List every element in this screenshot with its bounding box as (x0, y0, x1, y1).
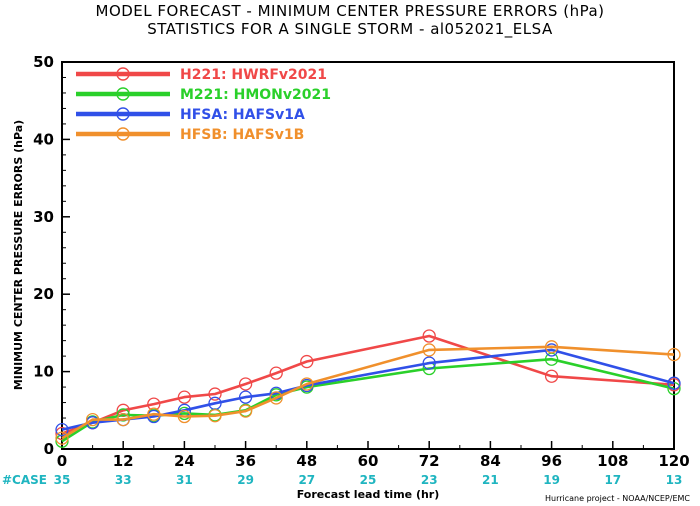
y-axis: 0 10 20 30 40 50 (33, 53, 70, 458)
legend-label: M221: HMONv2021 (180, 87, 331, 103)
legend-marker (116, 87, 130, 101)
data-point (422, 343, 436, 357)
case-count: 13 (666, 473, 683, 487)
case-count: 25 (360, 473, 377, 487)
credit-text: Hurricane project - NOAA/NCEP/EMC (545, 494, 690, 503)
data-point (238, 390, 253, 404)
x-tick-label: 12 (113, 452, 134, 470)
plot-frame (61, 61, 675, 450)
y-tick-label: 40 (33, 130, 54, 148)
x-tick-label: 36 (235, 452, 256, 470)
y-tick-label: 30 (33, 208, 54, 226)
legend-label: HFSA: HAFSv1A (180, 107, 305, 123)
data-point (667, 376, 681, 390)
series-line (61, 357, 675, 443)
data-point (269, 391, 283, 405)
data-point (208, 409, 222, 423)
legend-marker (116, 67, 130, 81)
data-point (55, 431, 69, 445)
data-point (177, 390, 192, 404)
data-point (544, 369, 559, 383)
y-tick-label: 10 (33, 363, 54, 381)
x-tick-label: 96 (541, 452, 562, 470)
legend-marker (116, 107, 130, 121)
data-point (422, 356, 436, 370)
data-point (55, 422, 69, 437)
series-layer (55, 329, 681, 448)
x-axis-label: Forecast lead time (hr) (297, 488, 440, 501)
data-point (238, 377, 253, 391)
case-count: 19 (543, 473, 560, 487)
data-point (177, 406, 192, 421)
x-tick-label: 48 (296, 452, 317, 470)
series-line (61, 334, 675, 435)
data-point (300, 377, 314, 391)
y-tick-label: 50 (33, 53, 54, 71)
case-count: 31 (176, 473, 193, 487)
legend-label: HFSB: HAFSv1B (180, 127, 304, 143)
case-count: 21 (482, 473, 499, 487)
case-count: 33 (115, 473, 132, 487)
y-tick-label: 20 (33, 285, 54, 303)
x-tick-label: 120 (658, 452, 689, 470)
case-count: 27 (298, 473, 315, 487)
data-point (116, 412, 130, 427)
data-point (269, 366, 283, 380)
series-3 (55, 343, 681, 437)
data-point (544, 340, 559, 354)
y-axis-label: MINIMUM CENTER PRESSURE ERRORS (hPa) (12, 120, 25, 390)
series-1 (55, 329, 681, 441)
x-axis: 0 12 24 36 48 60 72 84 96 108 120 (57, 441, 690, 470)
data-point (177, 409, 192, 424)
x-tick-label: 0 (57, 452, 67, 470)
data-point (238, 404, 253, 418)
series-4 (55, 340, 681, 445)
data-point (85, 412, 100, 427)
case-count: 23 (421, 473, 438, 487)
legend-item: HFSB: HAFSv1B (76, 127, 304, 143)
data-point (147, 407, 161, 421)
case-count: 29 (237, 473, 254, 487)
data-point (116, 408, 130, 422)
series-line (61, 345, 675, 440)
case-label: #CASE (2, 473, 47, 487)
x-tick-label: 84 (480, 452, 501, 470)
legend-label: H221: HWRFv2021 (180, 67, 327, 83)
data-point (544, 343, 559, 357)
data-point (208, 387, 222, 401)
legend: H221: HWRFv2021 M221: HMONv2021 HFSA: HAFS… (76, 67, 331, 143)
x-tick-label: 60 (358, 452, 379, 470)
y-tick-label: 0 (44, 440, 54, 458)
x-tick-label: 72 (419, 452, 440, 470)
chart-title: MODEL FORECAST - MINIMUM CENTER PRESSURE… (96, 2, 605, 20)
legend-item: HFSA: HAFSv1A (76, 107, 305, 123)
x-tick-label: 24 (174, 452, 195, 470)
case-count: 17 (604, 473, 621, 487)
data-point (422, 329, 436, 343)
x-tick-label: 108 (597, 452, 628, 470)
case-count: 35 (54, 473, 71, 487)
case-row: #CASE 35 33 31 29 27 25 23 21 19 17 13 (2, 473, 682, 487)
data-point (300, 354, 314, 369)
data-point (116, 403, 130, 417)
legend-item: H221: HWRFv2021 (76, 67, 327, 83)
series-line (61, 348, 675, 431)
legend-marker (116, 127, 130, 141)
data-point (667, 347, 681, 362)
legend-item: M221: HMONv2021 (76, 87, 331, 103)
chart-subtitle: STATISTICS FOR A SINGLE STORM - al052021… (147, 20, 553, 39)
